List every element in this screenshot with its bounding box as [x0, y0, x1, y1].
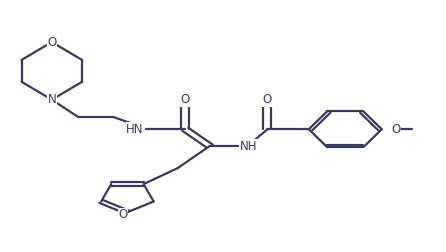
Text: NH: NH	[240, 140, 257, 152]
Text: HN: HN	[126, 123, 144, 136]
Text: O: O	[263, 93, 272, 106]
Text: O: O	[391, 123, 401, 136]
Text: O: O	[181, 93, 190, 106]
Text: O: O	[47, 36, 57, 49]
Text: O: O	[118, 208, 128, 221]
Text: N: N	[47, 93, 56, 106]
